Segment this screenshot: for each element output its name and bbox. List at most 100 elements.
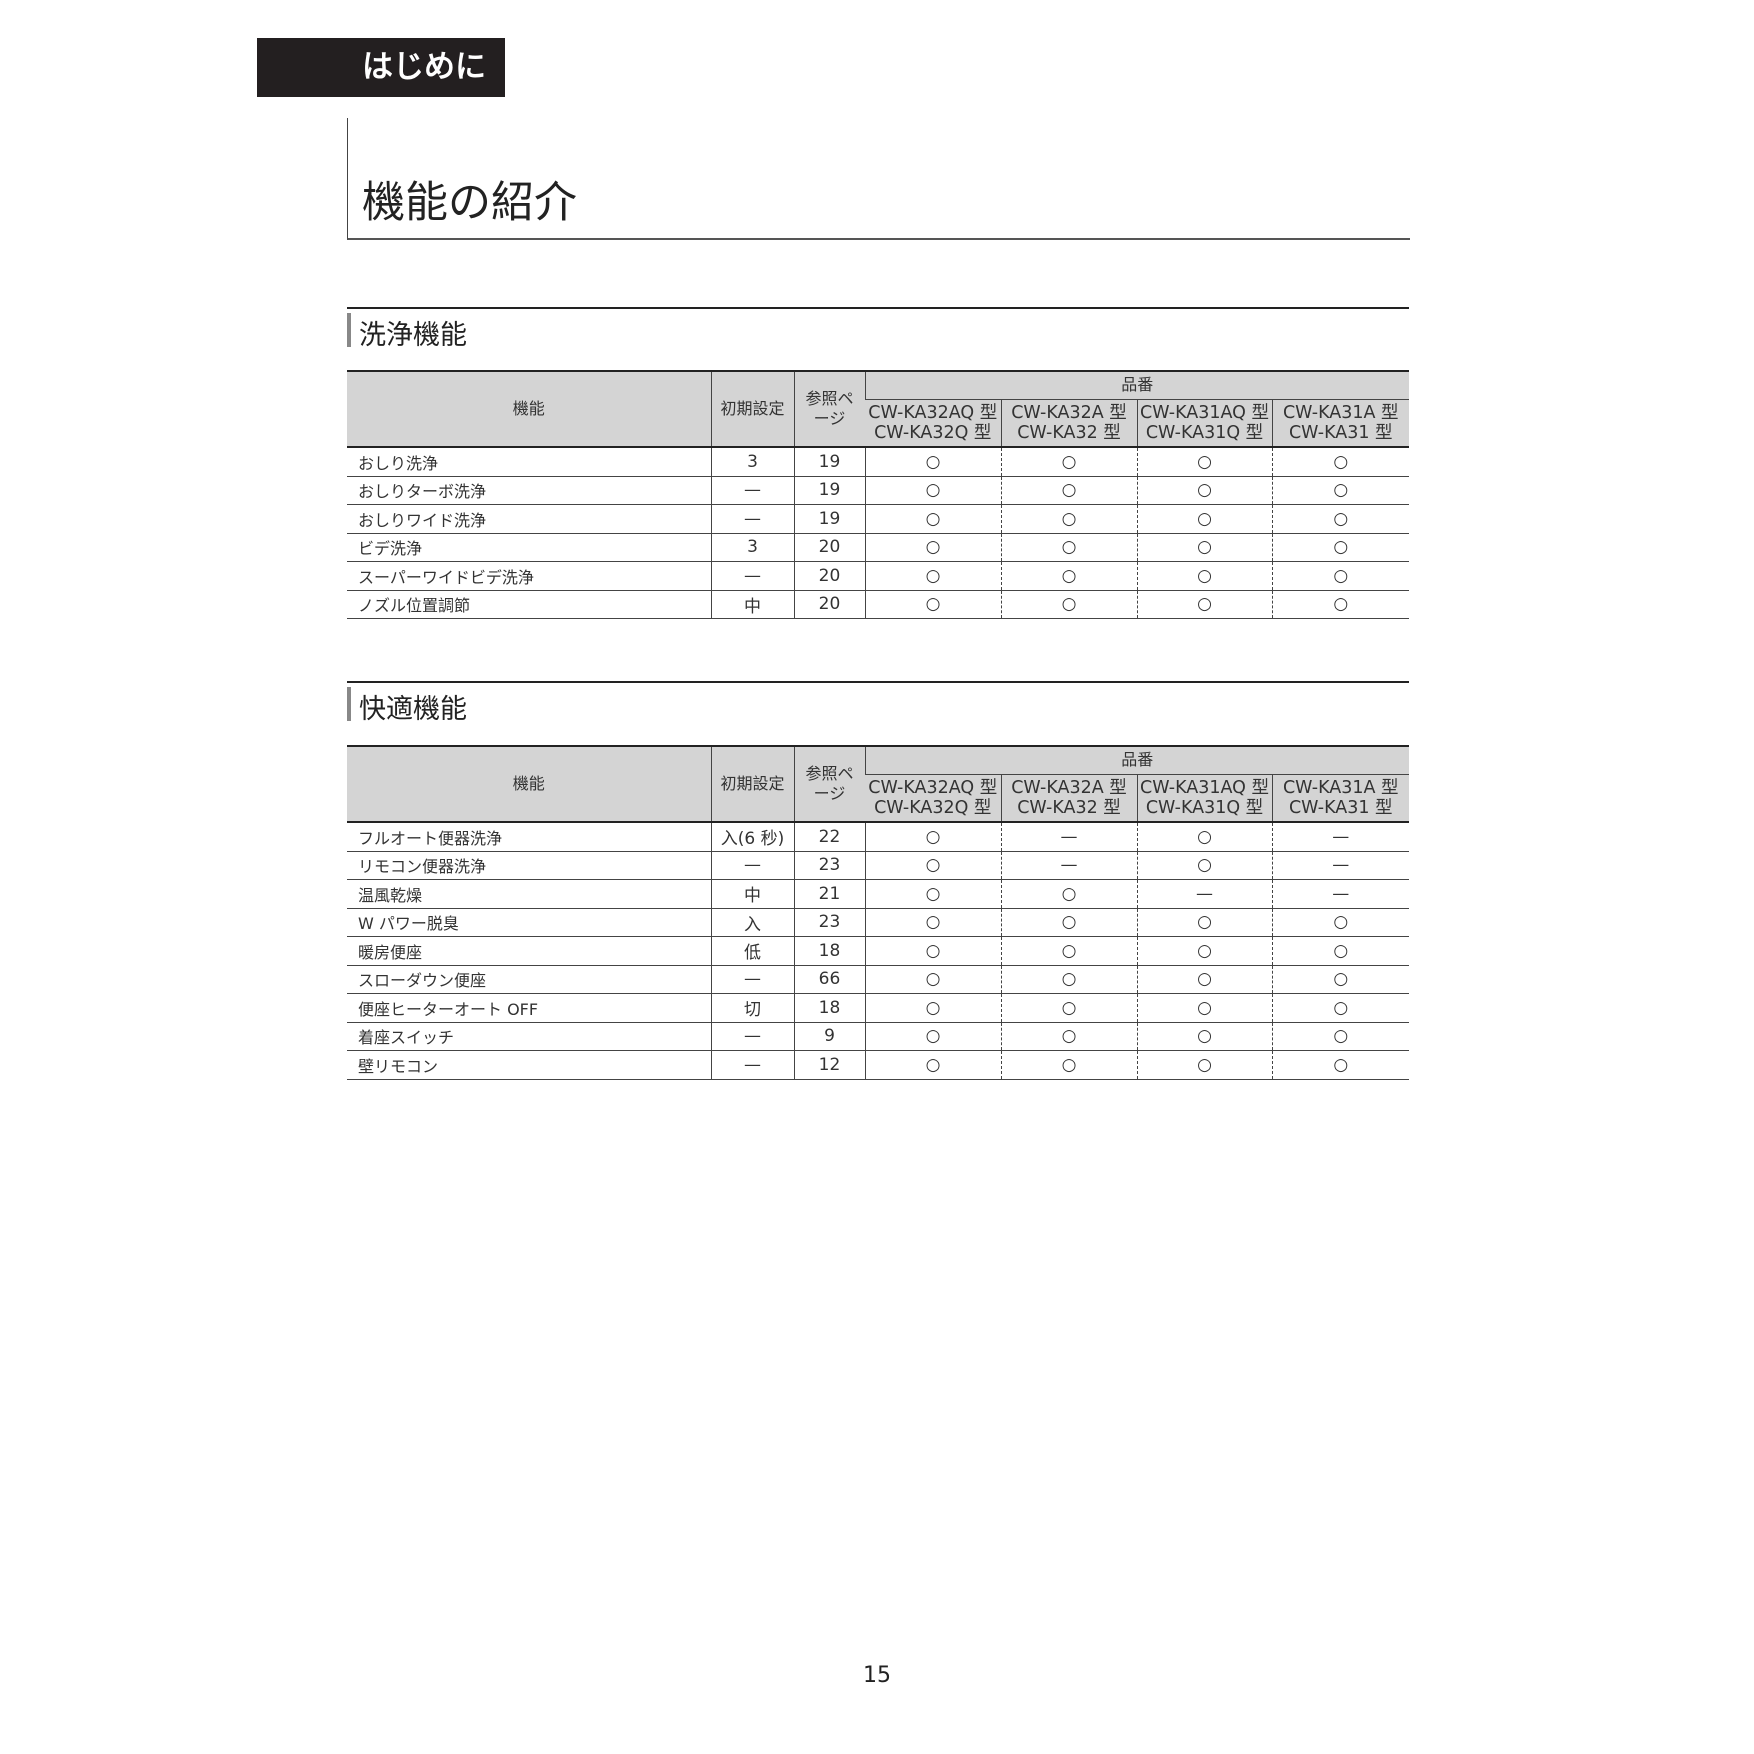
header-model: CW-KA31A 型 CW-KA31 型 <box>1271 398 1409 448</box>
model-support-cell: ○ <box>864 533 1001 562</box>
table-row: W パワー脱臭入 23 ○ ○ ○ ○ <box>347 908 1409 937</box>
model-support-cell: ○ <box>1000 908 1137 937</box>
feature-table: 機能 初期設定 参照ページ 品番 CW-KA32AQ 型 CW-KA32Q 型 CW-… <box>347 745 1409 1080</box>
header-model: CW-KA32AQ 型 CW-KA32Q 型 <box>865 398 1001 448</box>
function-cell: おしりワイド洗浄 <box>347 504 711 534</box>
model-support-cell: ○ <box>1271 561 1409 591</box>
header-ref-page: 参照ページ <box>793 745 865 823</box>
model-support-cell: ○ <box>1000 879 1137 909</box>
model-support-cell: ○ <box>1271 936 1409 966</box>
model-support-cell: ○ <box>864 965 1001 994</box>
title-block: 機能の紹介 <box>347 118 1410 240</box>
initial-cell: 3 <box>710 447 794 477</box>
model-name: CW-KA31Q 型 <box>1145 422 1264 443</box>
initial-cell: — <box>710 476 794 505</box>
function-cell: ノズル位置調節 <box>347 590 711 619</box>
function-cell: フルオート便器洗浄 <box>347 822 711 852</box>
ref-page-cell: 9 <box>793 1022 865 1051</box>
model-support-cell: ○ <box>1271 504 1409 534</box>
ref-page-cell: 19 <box>793 447 865 477</box>
model-support-cell: ○ <box>864 879 1001 909</box>
section-heading: 洗浄機能 <box>347 307 1409 351</box>
function-cell: おしり洗浄 <box>347 447 711 477</box>
header-initial: 初期設定 <box>710 370 794 448</box>
model-support-cell: ○ <box>1271 590 1409 619</box>
model-support-cell: ○ <box>864 561 1001 591</box>
table-row: ビデ洗浄 3 20 ○ ○ ○ ○ <box>347 533 1409 562</box>
section-heading: 快適機能 <box>347 681 1409 725</box>
model-support-cell: ○ <box>864 993 1001 1023</box>
model-support-cell: ○ <box>1000 447 1137 477</box>
model-support-cell: ○ <box>1000 533 1137 562</box>
model-support-cell: ○ <box>1000 590 1137 619</box>
model-support-cell: ○ <box>864 504 1001 534</box>
function-cell: ビデ洗浄 <box>347 533 711 562</box>
feature-table: 機能 初期設定 参照ページ 品番 CW-KA32AQ 型 CW-KA32Q 型 CW-… <box>347 370 1409 619</box>
model-support-cell: ○ <box>1136 447 1272 477</box>
model-name: CW-KA31Q 型 <box>1145 797 1264 818</box>
ref-page-cell: 20 <box>793 533 865 562</box>
header-function: 機能 <box>347 745 711 823</box>
table-row: スーパーワイドビデ洗浄 —20 ○ ○ ○ ○ <box>347 561 1409 591</box>
header-initial: 初期設定 <box>710 745 794 823</box>
header-function: 機能 <box>347 370 711 448</box>
model-support-cell: ○ <box>1136 908 1272 937</box>
page-number: 15 <box>863 1663 891 1688</box>
model-name: CW-KA31AQ 型 <box>1139 402 1270 423</box>
header-model: CW-KA32A 型 CW-KA32 型 <box>1000 398 1137 448</box>
header-product: 品番 <box>864 745 1409 774</box>
model-support-cell: ○ <box>864 447 1001 477</box>
model-support-cell: ○ <box>1271 476 1409 505</box>
header-model: CW-KA31AQ 型 CW-KA31Q 型 <box>1136 773 1272 823</box>
ref-page-cell: 18 <box>793 936 865 966</box>
initial-cell: 入(6 秒) <box>710 822 794 852</box>
model-support-cell: ○ <box>864 851 1001 880</box>
model-support-cell: ○ <box>1136 993 1272 1023</box>
model-name: CW-KA32AQ 型 <box>868 402 998 423</box>
initial-cell: — <box>710 561 794 591</box>
model-support-cell: ○ <box>1136 561 1272 591</box>
model-support-cell: — <box>1000 822 1137 852</box>
model-name: CW-KA31 型 <box>1288 422 1393 443</box>
model-support-cell: ○ <box>1000 993 1137 1023</box>
model-support-cell: — <box>1271 851 1409 880</box>
ref-page-cell: 22 <box>793 822 865 852</box>
model-support-cell: ○ <box>1000 1050 1137 1080</box>
initial-cell: 中 <box>710 879 794 909</box>
ref-page-cell: 19 <box>793 476 865 505</box>
function-cell: 壁リモコン <box>347 1050 711 1080</box>
ref-page-cell: 66 <box>793 965 865 994</box>
model-support-cell: ○ <box>1136 590 1272 619</box>
table-row: 温風乾燥中 21 ○ ○ — — <box>347 879 1409 909</box>
initial-cell: 切 <box>710 993 794 1023</box>
ref-page-cell: 19 <box>793 504 865 534</box>
table-row: おしり洗浄 3 19 ○ ○ ○ ○ <box>347 447 1409 477</box>
model-support-cell: ○ <box>864 476 1001 505</box>
model-support-cell: ○ <box>864 908 1001 937</box>
model-support-cell: ○ <box>1271 1022 1409 1051</box>
header-model: CW-KA31AQ 型 CW-KA31Q 型 <box>1136 398 1272 448</box>
table-row: 便座ヒーターオート OFF 切 18 ○ ○ ○ ○ <box>347 993 1409 1023</box>
model-support-cell: ○ <box>864 936 1001 966</box>
ref-page-cell: 20 <box>793 561 865 591</box>
ref-page-cell: 18 <box>793 993 865 1023</box>
model-support-cell: ○ <box>1136 533 1272 562</box>
initial-cell: — <box>710 1022 794 1051</box>
function-cell: 着座スイッチ <box>347 1022 711 1051</box>
function-cell: おしりターボ洗浄 <box>347 476 711 505</box>
model-support-cell: ○ <box>1136 936 1272 966</box>
ref-page-cell: 21 <box>793 879 865 909</box>
ref-page-cell: 23 <box>793 908 865 937</box>
table-row: おしりターボ洗浄 —19 ○ ○ ○ ○ <box>347 476 1409 505</box>
header-product: 品番 <box>864 370 1409 399</box>
page-title: 機能の紹介 <box>362 178 577 228</box>
function-cell: 温風乾燥 <box>347 879 711 909</box>
table-row: 暖房便座低 18 ○ ○ ○ ○ <box>347 936 1409 966</box>
model-support-cell: ○ <box>1000 504 1137 534</box>
model-name: CW-KA32 型 <box>1017 797 1121 818</box>
model-name: CW-KA31AQ 型 <box>1139 777 1270 798</box>
model-support-cell: — <box>1000 851 1137 880</box>
table-row: おしりワイド洗浄 —19 ○ ○ ○ ○ <box>347 504 1409 534</box>
model-name: CW-KA31A 型 <box>1282 402 1399 423</box>
function-cell: スーパーワイドビデ洗浄 <box>347 561 711 591</box>
